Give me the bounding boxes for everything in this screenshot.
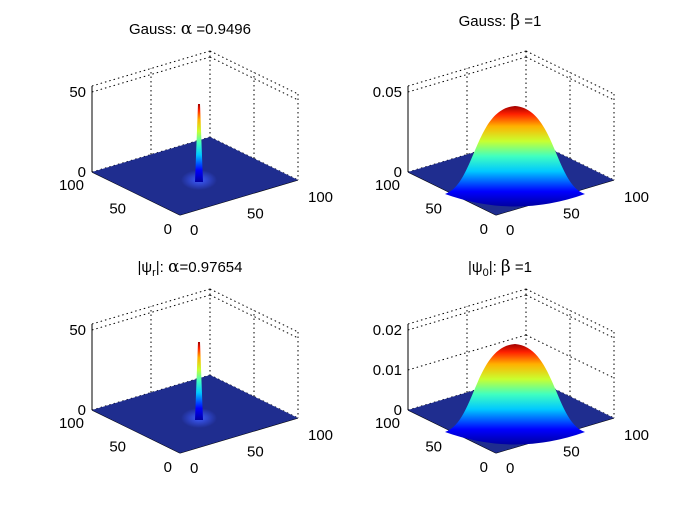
- z-tick-label: 0: [78, 402, 86, 419]
- z-tick-label: 0.02: [373, 322, 402, 339]
- title-symbol: β: [501, 257, 511, 277]
- y-tick-label: 0: [164, 459, 172, 476]
- title-symbol: β: [510, 11, 520, 31]
- y-tick-label: 0: [480, 221, 488, 238]
- x-tick-label: 0: [506, 460, 514, 477]
- surface-bump: [445, 106, 585, 207]
- x-tick-label: 100: [624, 427, 649, 444]
- title-text: |:: [156, 259, 168, 276]
- title-text: =1: [511, 259, 532, 276]
- subplot-1: 0 50 100 50 0 0 50 100 Gauss: α =0.9496: [59, 19, 333, 239]
- grid-line: [209, 56, 299, 101]
- x-tick-label: 50: [247, 444, 264, 461]
- subplot-title: |ψ0|: β =1: [468, 257, 532, 279]
- box-edge: [525, 288, 615, 333]
- z-tick-label: 0: [394, 402, 402, 419]
- subplot-title: Gauss: α =0.9496: [129, 19, 251, 39]
- box-edge: [209, 50, 299, 95]
- y-tick-label: 50: [425, 439, 442, 456]
- x-tick-label: 0: [190, 222, 198, 239]
- x-tick-label: 100: [308, 189, 333, 206]
- y-tick-label: 100: [375, 177, 400, 194]
- x-tick-label: 0: [190, 460, 198, 477]
- y-tick-label: 50: [425, 201, 442, 218]
- z-tick-label: 0: [78, 164, 86, 181]
- title-symbol: α: [181, 19, 193, 39]
- x-tick-label: 100: [624, 189, 649, 206]
- surface-bump: [445, 344, 585, 445]
- y-tick-label: 0: [480, 459, 488, 476]
- grid-line: [525, 294, 615, 339]
- y-tick-label: 50: [109, 439, 126, 456]
- title-subscript: r: [152, 267, 156, 279]
- y-tick-label: 50: [109, 201, 126, 218]
- surface-spike: [195, 104, 203, 182]
- box-edge: [209, 288, 299, 333]
- z-tick-label: 50: [69, 322, 86, 339]
- grid-line: [525, 136, 615, 181]
- y-tick-label: 100: [59, 177, 84, 194]
- grid-line: [525, 374, 615, 419]
- title-subscript: 0: [483, 267, 489, 279]
- title-text: =1: [520, 13, 541, 30]
- title-text: |ψ: [138, 259, 153, 276]
- z-tick-label: 50: [69, 84, 86, 101]
- title-symbol: α: [168, 257, 180, 277]
- grid-line: [209, 294, 299, 339]
- subplot-title: |ψr|: α=0.97654: [138, 257, 243, 279]
- grid-line: [209, 374, 299, 419]
- subplot-3: 0 50 100 50 0 0 50 100 |ψr|: α=0.97654: [59, 257, 333, 477]
- title-text: =0.97654: [180, 259, 243, 276]
- title-text: |ψ: [468, 259, 483, 276]
- x-tick-label: 50: [563, 444, 580, 461]
- title-text: |:: [489, 259, 501, 276]
- title-text: Gauss:: [129, 21, 181, 38]
- grid-line: [209, 136, 299, 181]
- z-tick-label: 0.05: [373, 84, 402, 101]
- y-tick-label: 0: [164, 221, 172, 238]
- x-tick-label: 100: [308, 427, 333, 444]
- z-tick-label: 0: [394, 164, 402, 181]
- box-edge: [525, 50, 615, 95]
- y-tick-label: 100: [375, 415, 400, 432]
- subplot-title: Gauss: β =1: [459, 11, 542, 31]
- subplot-2: 0 0.05 100 50 0 0 50 100 Gauss: β =1: [373, 11, 649, 239]
- y-tick-label: 100: [59, 415, 84, 432]
- grid-line: [525, 56, 615, 101]
- grid-line: [525, 334, 615, 379]
- surface-spike: [195, 342, 203, 420]
- title-text: Gauss:: [459, 13, 511, 30]
- z-tick-label: 0.01: [373, 362, 402, 379]
- x-tick-label: 0: [506, 222, 514, 239]
- x-tick-label: 50: [563, 206, 580, 223]
- x-tick-label: 50: [247, 206, 264, 223]
- title-text: =0.9496: [192, 21, 251, 38]
